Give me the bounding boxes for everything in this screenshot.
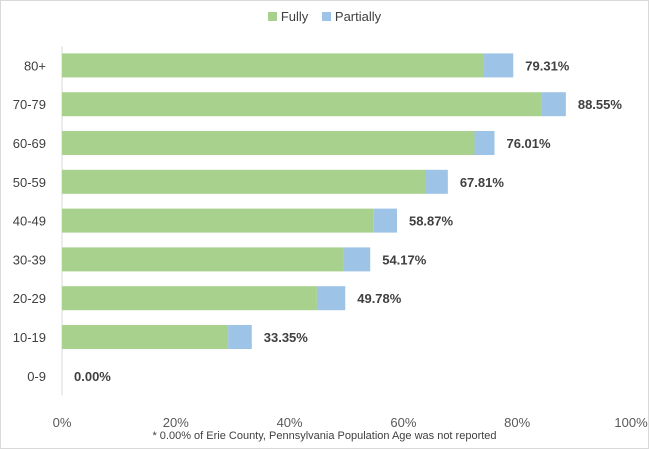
category-label: 70-79 <box>13 97 46 112</box>
bar-fully <box>62 131 475 155</box>
category-label: 30-39 <box>13 252 46 267</box>
legend-item-fully: Fully <box>267 9 309 24</box>
bar-partially <box>373 208 397 233</box>
bar-partially <box>541 92 566 117</box>
data-label: 79.31% <box>525 58 570 73</box>
bar-fully <box>62 325 229 349</box>
legend-swatch-fully <box>267 12 277 21</box>
bar-partially <box>316 286 346 311</box>
bar-fully <box>62 169 426 194</box>
data-label: 33.35% <box>264 330 309 345</box>
bar-fully <box>62 286 317 311</box>
bar-partially <box>474 131 495 155</box>
data-label: 54.17% <box>382 252 427 267</box>
bar-fully <box>62 208 374 233</box>
data-label: 0.00% <box>74 369 111 384</box>
chart-legend: Fully Partially <box>0 9 649 24</box>
legend-label-partially: Partially <box>334 9 382 24</box>
data-label: 49.78% <box>357 291 402 306</box>
category-label: 0-9 <box>27 369 46 384</box>
x-tick-label: 20% <box>163 415 189 430</box>
data-label: 67.81% <box>460 175 505 190</box>
x-tick-label: 80% <box>504 415 530 430</box>
category-label: 50-59 <box>13 175 46 190</box>
category-label: 20-29 <box>13 291 46 306</box>
x-tick-label: 40% <box>277 415 303 430</box>
bar-partially <box>228 325 252 349</box>
category-label: 40-49 <box>13 214 46 229</box>
category-label: 80+ <box>24 58 46 73</box>
bar-fully <box>62 53 484 78</box>
legend-item-partially: Partially <box>321 9 382 24</box>
category-label: 10-19 <box>13 330 46 345</box>
legend-label-fully: Fully <box>280 9 309 24</box>
x-tick-label: 0% <box>53 415 72 430</box>
data-label: 88.55% <box>578 97 623 112</box>
bar-partially <box>343 247 371 272</box>
legend-swatch-partially <box>321 12 331 21</box>
x-tick-label: 100% <box>614 415 648 430</box>
bar-partially <box>425 169 448 194</box>
bar-fully <box>62 92 542 117</box>
bar-fully <box>62 247 344 272</box>
bar-partially <box>483 53 514 78</box>
category-label: 60-69 <box>13 136 46 151</box>
x-tick-label: 60% <box>390 415 416 430</box>
data-label: 76.01% <box>506 136 551 151</box>
chart-footnote: * 0.00% of Erie County, Pennsylvania Pop… <box>152 430 497 442</box>
data-label: 58.87% <box>409 214 454 229</box>
